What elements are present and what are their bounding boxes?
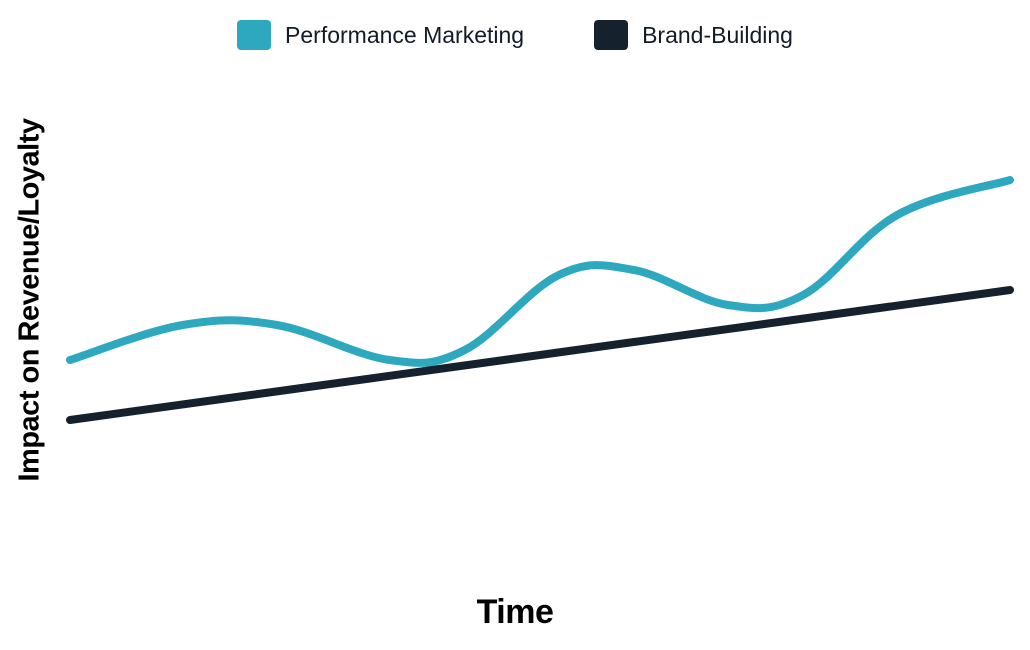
series-line-performance_marketing (70, 180, 1010, 363)
series-line-brand_building (70, 290, 1010, 420)
marketing-impact-chart: Performance Marketing Brand-Building Imp… (0, 0, 1030, 650)
chart-plot-area (0, 0, 1030, 650)
